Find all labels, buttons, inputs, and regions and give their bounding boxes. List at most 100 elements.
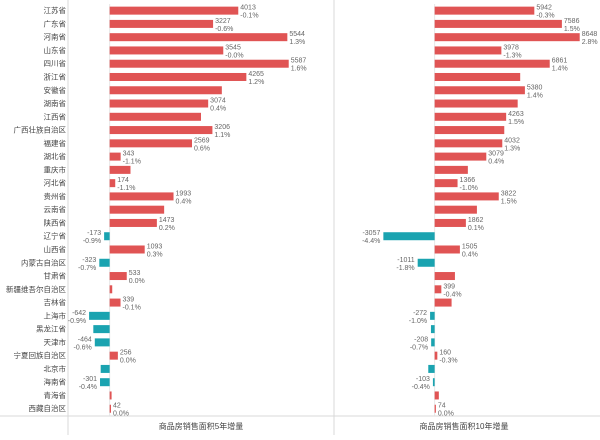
left-pct-label: 0.2% — [159, 225, 175, 232]
right-value-label: -3057 — [362, 230, 380, 237]
left-bar — [109, 86, 222, 95]
left-pct-label: -0.4% — [79, 384, 97, 391]
category-label: 湖北省 — [44, 151, 67, 161]
left-pct-label: 0.3% — [147, 251, 163, 258]
category-label: 安徽省 — [44, 85, 67, 95]
right-bar — [434, 6, 535, 15]
right-bar — [434, 205, 477, 214]
right-value-label: 399 — [443, 283, 455, 290]
left-value-label: -642 — [72, 310, 86, 317]
right-pct-label: -0.7% — [410, 344, 428, 351]
left-bar — [109, 165, 131, 174]
right-pct-label: 0.4% — [462, 251, 478, 258]
right-bar — [434, 59, 550, 68]
left-bar — [109, 179, 116, 188]
left-bar — [109, 112, 201, 121]
category-label: 北京市 — [44, 363, 67, 373]
left-value-label: 174 — [117, 177, 129, 184]
left-value-label: -173 — [87, 230, 101, 237]
category-label: 黑龙江省 — [36, 324, 66, 334]
right-pct-label: 1.5% — [501, 198, 517, 205]
left-bar — [109, 72, 247, 81]
left-x-axis-title: 商品房销售面积5年增量 — [159, 421, 243, 431]
right-value-label: 74 — [438, 403, 446, 410]
right-bar — [417, 258, 435, 267]
category-label: 山西省 — [44, 244, 67, 254]
left-pct-label: 0.6% — [194, 145, 210, 152]
right-value-label: 3978 — [503, 44, 519, 51]
left-value-label: 3206 — [214, 124, 230, 131]
right-bar — [434, 351, 438, 360]
right-bar — [434, 285, 442, 294]
right-bar — [430, 311, 435, 320]
left-pct-label: -0.9% — [83, 238, 101, 245]
category-label: 云南省 — [44, 204, 67, 214]
category-label: 重庆市 — [44, 164, 67, 174]
right-bar — [434, 192, 499, 201]
left-bar — [109, 404, 112, 413]
left-bar — [109, 6, 239, 15]
right-bar — [430, 325, 435, 334]
right-pct-label: -1.3% — [503, 52, 521, 59]
left-bar — [109, 59, 289, 68]
left-pct-label: 1.3% — [289, 39, 305, 46]
left-pct-label: 0.0% — [129, 278, 145, 285]
right-pct-label: -1.8% — [396, 265, 414, 272]
right-value-label: 1505 — [462, 243, 478, 250]
left-bar — [109, 152, 121, 161]
right-bar — [434, 86, 525, 95]
category-label: 广西壮族自治区 — [14, 125, 67, 135]
right-value-label: 3822 — [501, 190, 517, 197]
right-bar — [428, 364, 435, 373]
category-label: 天津市 — [44, 337, 67, 347]
right-value-label: 3079 — [488, 151, 504, 158]
right-value-label: 8648 — [582, 31, 598, 38]
left-bar — [109, 99, 209, 108]
left-value-label: 533 — [129, 270, 141, 277]
left-value-label: -323 — [82, 257, 96, 264]
right-bar — [434, 179, 458, 188]
right-pct-label: 1.3% — [504, 145, 520, 152]
left-pct-label: -0.0% — [225, 52, 243, 59]
left-bar — [109, 298, 121, 307]
right-value-label: 160 — [439, 350, 451, 357]
category-label: 湖南省 — [44, 98, 67, 108]
left-bar — [94, 338, 110, 347]
left-bar — [109, 205, 165, 214]
left-value-label: 3545 — [225, 44, 241, 51]
right-bar — [434, 72, 521, 81]
right-pct-label: -0.4% — [412, 384, 430, 391]
category-label: 辽宁省 — [44, 231, 67, 241]
left-pct-label: 1.2% — [248, 79, 264, 86]
right-pct-label: 2.8% — [582, 39, 598, 46]
right-bar — [434, 139, 503, 148]
right-bar — [434, 298, 452, 307]
left-bar — [89, 311, 110, 320]
right-pct-label: 0.1% — [468, 225, 484, 232]
left-bar — [100, 378, 110, 387]
right-bar — [434, 99, 518, 108]
left-bar — [109, 351, 118, 360]
right-bar — [434, 112, 507, 121]
right-bar — [434, 19, 562, 28]
right-pct-label: -1.0% — [460, 185, 478, 192]
left-bar — [99, 258, 110, 267]
category-label: 江西省 — [44, 111, 67, 121]
left-value-label: 42 — [113, 403, 121, 410]
left-pct-label: 0.0% — [113, 411, 129, 418]
category-label: 上海市 — [44, 310, 67, 320]
category-label: 海南省 — [44, 377, 67, 387]
left-pct-label: -1.1% — [117, 185, 135, 192]
right-value-label: 4263 — [508, 111, 524, 118]
category-label: 内蒙古自治区 — [21, 257, 66, 267]
left-pct-label: -0.1% — [123, 305, 141, 312]
left-bar — [100, 364, 110, 373]
category-label: 广东省 — [44, 18, 67, 28]
right-value-label: 5942 — [536, 5, 552, 12]
left-value-label: 1993 — [176, 190, 192, 197]
left-value-label: -301 — [83, 376, 97, 383]
left-pct-label: 1.1% — [214, 132, 230, 139]
right-pct-label: -0.3% — [536, 13, 554, 20]
left-value-label: 1473 — [159, 217, 175, 224]
